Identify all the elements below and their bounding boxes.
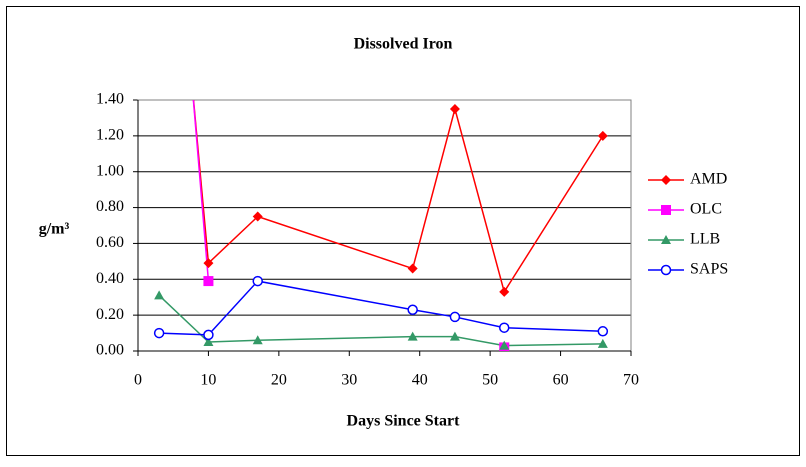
marker [154, 290, 165, 300]
y-tick-label: 1.40 [96, 91, 124, 108]
legend-marker [661, 235, 671, 244]
y-tick-label: 0.60 [96, 234, 124, 251]
marker [597, 130, 608, 141]
y-tick-label: 0.40 [96, 270, 124, 287]
marker [449, 103, 460, 114]
y-tick-label: 1.20 [96, 127, 124, 144]
marker [252, 275, 263, 287]
y-tick-label: 0.00 [96, 342, 124, 359]
y-axis-label: g/m³ [39, 221, 70, 238]
marker [449, 311, 461, 323]
x-tick-label: 60 [553, 372, 569, 389]
x-tick-label: 10 [200, 372, 216, 389]
x-tick-label: 0 [134, 372, 142, 389]
x-tick-label: 70 [623, 372, 639, 389]
marker [499, 340, 510, 350]
marker [203, 329, 214, 341]
x-tick-label: 50 [482, 372, 498, 389]
marker [203, 258, 214, 269]
legend-label: LLB [690, 231, 720, 248]
plot-area [153, 100, 609, 351]
legend-label: SAPS [690, 261, 728, 278]
y-tick-label: 0.20 [96, 306, 124, 323]
x-tick-label: 40 [412, 372, 428, 389]
legend-marker [660, 264, 672, 276]
marker [597, 338, 608, 348]
chart-border [6, 6, 800, 456]
legend-label: OLC [690, 201, 722, 218]
marker [407, 331, 418, 341]
y-tick-label: 1.00 [96, 162, 124, 179]
x-tick-label: 20 [271, 372, 287, 389]
marker [499, 286, 510, 297]
y-tick-label: 0.80 [96, 198, 124, 215]
marker [597, 326, 609, 337]
marker [407, 304, 418, 316]
marker [153, 327, 165, 339]
chart-title: Dissolved Iron [354, 36, 453, 53]
x-tick-label: 30 [341, 372, 357, 389]
marker [203, 276, 214, 287]
marker [203, 337, 214, 347]
x-axis-label: Days Since Start [347, 413, 461, 430]
legend-label: AMD [690, 171, 727, 188]
marker [407, 263, 418, 274]
marker [449, 331, 460, 341]
marker [252, 335, 263, 345]
legend-marker [661, 175, 671, 185]
marker [252, 211, 263, 222]
legend-marker [661, 205, 671, 215]
marker [498, 322, 510, 333]
